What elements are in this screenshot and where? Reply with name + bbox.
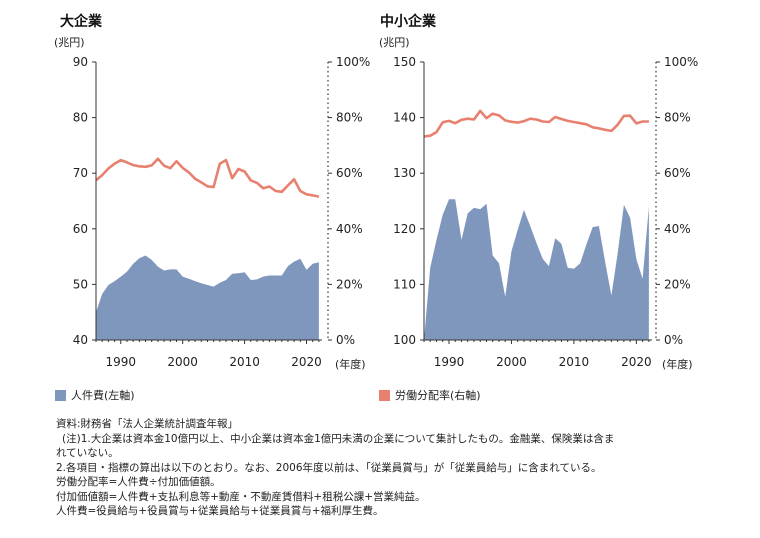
chart1-left-tick-label: 50 [73, 277, 88, 291]
chart2-x-unit: (年度) [662, 357, 693, 371]
chart2-right-tick-label: 0% [664, 333, 683, 347]
chart1-x-unit: (年度) [335, 357, 366, 371]
chart1-left-tick-label: 70 [73, 166, 88, 180]
chart1-x-tick-label: 2020 [291, 355, 322, 369]
chart2-left-tick-label: 100 [393, 333, 416, 347]
chart2-left-tick-label: 140 [393, 111, 416, 125]
note-line-2: (注)1.大企業は資本金10億円以上、中小企業は資本金1億円未満の企業について集… [62, 432, 615, 445]
notes: 資料:財務省「法人企業統計調査年報」 (注)1.大企業は資本金10億円以上、中小… [56, 417, 716, 519]
chart1-right-tick-label: 0% [336, 333, 355, 347]
chart2-plot: 100 110 120 130 140 150 0% 20% 40% 60% 80% 100% 1990… [393, 55, 698, 369]
chart2-x-tick-label: 1990 [434, 355, 465, 369]
legend-area-swatch [55, 390, 66, 401]
chart1-left-tick-label: 90 [73, 55, 88, 69]
legend-line-label: 労働分配率(右軸) [395, 388, 481, 402]
chart1-left-tick-label: 40 [73, 333, 88, 347]
chart2-left-tick-label: 120 [393, 222, 416, 236]
chart1-area-series [96, 255, 319, 340]
chart1-title: 大企業 [60, 13, 103, 30]
note-line-7: 人件費=役員給与+役員賞与+従業員給与+従業員賞与+福利厚生費。 [56, 505, 384, 517]
note-line-1: 資料:財務省「法人企業統計調査年報」 [56, 418, 239, 430]
chart2-left-tick-label: 130 [393, 166, 416, 180]
chart1-left-tick-label: 80 [73, 111, 88, 125]
chart2-line-series [423, 109, 649, 138]
chart1-x-tick-label: 2010 [229, 355, 260, 369]
chart1-right-tick-label: 80% [336, 111, 363, 125]
chart1-right-tick-label: 100% [336, 55, 370, 69]
chart2-x-tick-label: 2000 [496, 355, 527, 369]
chart2-right-tick-label: 60% [664, 166, 691, 180]
chart2-left-tick-label: 110 [393, 277, 416, 291]
legend-line-swatch [379, 390, 390, 401]
note-line-3: れていない。 [56, 447, 119, 459]
chart2-x-tick-label: 2010 [559, 355, 590, 369]
chart2-left-tick-label: 150 [393, 55, 416, 69]
chart1-left-tick-label: 60 [73, 222, 88, 236]
chart2-x-tick-label: 2020 [621, 355, 652, 369]
chart2-title: 中小企業 [380, 13, 437, 30]
chart1-right-tick-label: 60% [336, 166, 363, 180]
note-line-6: 付加価値額=人件費+支払利息等+動産・不動産賃借料+租税公課+営業純益。 [56, 490, 426, 503]
chart2-right-tick-label: 40% [664, 222, 691, 236]
chart1-x-tick-label: 1990 [105, 355, 136, 369]
chart1-x-tick-label: 2000 [167, 355, 198, 369]
chart1-right-tick-label: 40% [336, 222, 363, 236]
note-line-4: 2.各項目・指標の算出は以下のとおり。なお、2006年度以前は、「従業員賞与」が… [56, 461, 602, 474]
chart2-right-tick-label: 100% [664, 55, 698, 69]
legend-area-label: 人件費(左軸) [71, 388, 135, 402]
note-line-5: 労働分配率=人件費÷付加価値額。 [56, 476, 221, 488]
chart2-right-tick-label: 20% [664, 277, 691, 291]
chart2-left-unit: (兆円) [379, 36, 410, 49]
chart2-right-tick-label: 80% [664, 111, 691, 125]
chart1-line-series [95, 157, 320, 198]
chart1-plot: 40 50 60 70 80 90 0% 20% 40% 60% 80% 100% 1990 2000 20… [73, 55, 371, 369]
chart1-left-unit: (兆円) [54, 36, 85, 49]
chart1-right-tick-label: 20% [336, 277, 363, 291]
chart2-area-series [424, 199, 649, 340]
